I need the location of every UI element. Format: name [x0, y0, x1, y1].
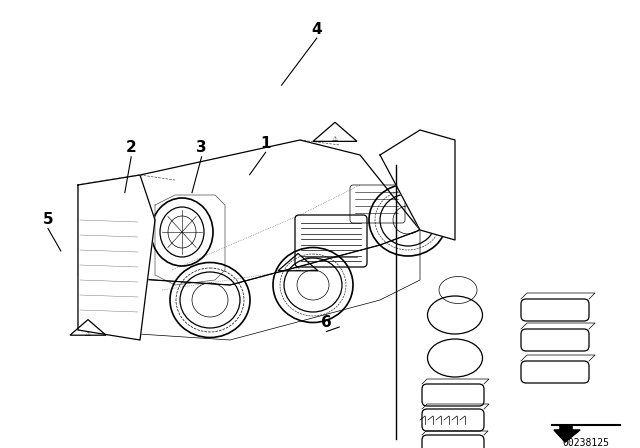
Polygon shape — [554, 425, 580, 442]
Polygon shape — [380, 130, 455, 240]
Text: 5: 5 — [43, 212, 53, 227]
Text: 6: 6 — [321, 315, 332, 330]
Polygon shape — [78, 140, 420, 285]
Text: 3: 3 — [196, 140, 207, 155]
Text: 2: 2 — [126, 140, 136, 155]
Polygon shape — [78, 175, 155, 340]
Text: ⚠: ⚠ — [85, 331, 91, 337]
Polygon shape — [78, 230, 420, 340]
Text: 1: 1 — [260, 136, 271, 151]
Text: ⚠: ⚠ — [332, 136, 338, 142]
Text: 4: 4 — [312, 22, 322, 37]
Text: 00238125: 00238125 — [563, 438, 609, 448]
Text: ⚠: ⚠ — [295, 266, 301, 272]
